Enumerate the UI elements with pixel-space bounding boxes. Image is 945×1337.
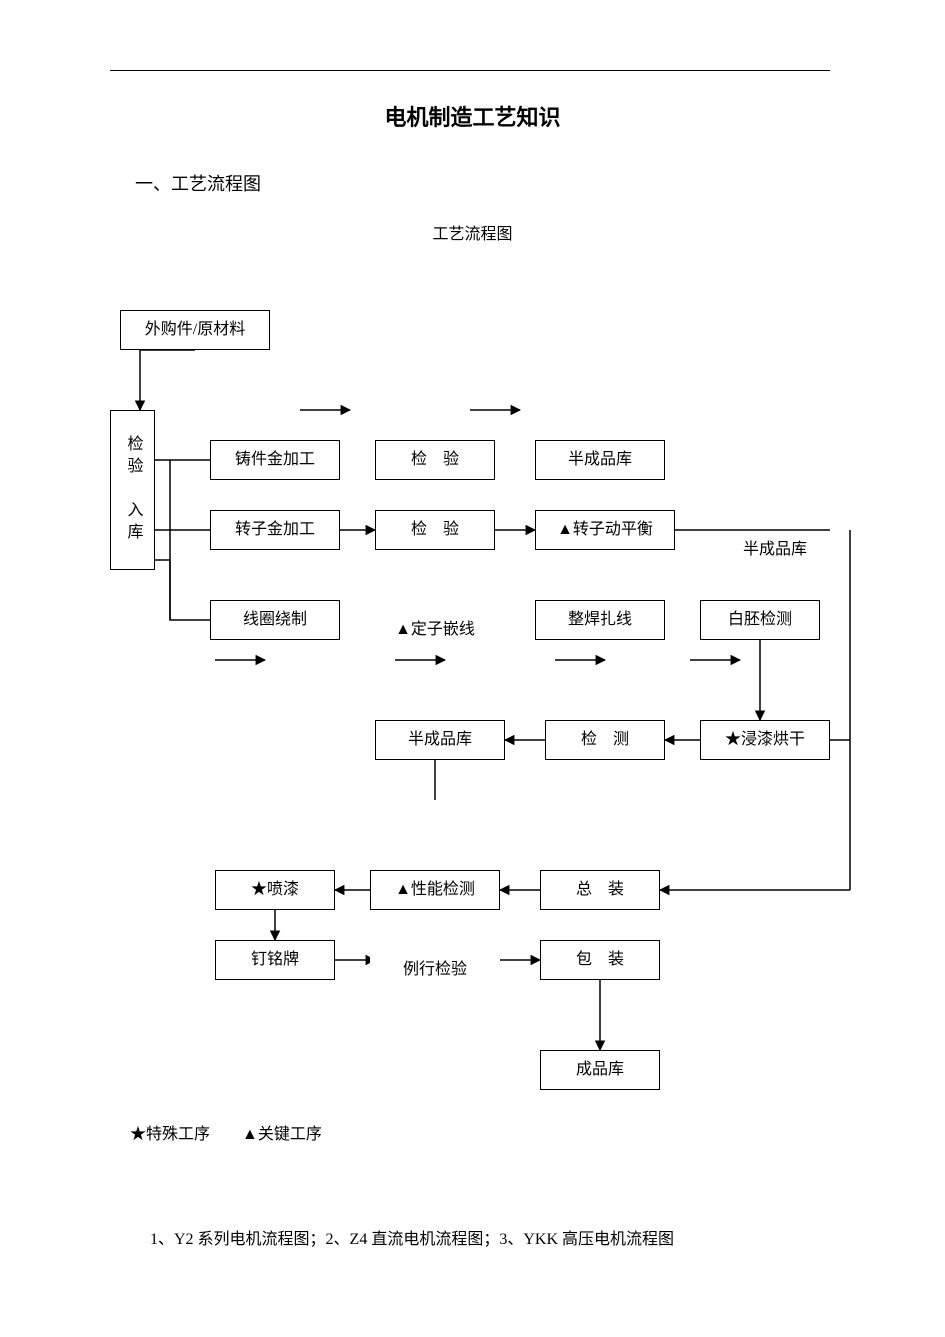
- flowchart-node: ▲性能检测: [370, 870, 500, 910]
- flowchart-node: 半成品库: [720, 535, 830, 563]
- flowchart-node: ▲转子动平衡: [535, 510, 675, 550]
- flowchart-node: 钉铭牌: [215, 940, 335, 980]
- rule-line: [110, 70, 830, 71]
- legend: ★特殊工序 ▲关键工序: [130, 1120, 322, 1144]
- flowchart-node: ★喷漆: [215, 870, 335, 910]
- flowchart-node: 半成品库: [375, 720, 505, 760]
- flowchart-node: 包 装: [540, 940, 660, 980]
- page: 电机制造工艺知识 一、工艺流程图 工艺流程图 外购件/原材料检验 入库 铸件金加工…: [0, 0, 945, 1337]
- flowchart-node: 外购件/原材料: [120, 310, 270, 350]
- flowchart-node: ▲定子嵌线: [375, 615, 495, 643]
- flowchart-node: 线圈绕制: [210, 600, 340, 640]
- flowchart-node: 白胚检测: [700, 600, 820, 640]
- subtitle: 工艺流程图: [0, 220, 945, 244]
- flowchart-node: 检 验: [375, 510, 495, 550]
- flowchart-node: 检 测: [545, 720, 665, 760]
- flowchart-node: 检验 入库: [110, 410, 155, 570]
- footer-note: 1、Y2 系列电机流程图；2、Z4 直流电机流程图；3、YKK 高压电机流程图: [150, 1225, 674, 1249]
- flowchart-node: 成品库: [540, 1050, 660, 1090]
- flowchart-node: 整焊扎线: [535, 600, 665, 640]
- flowchart-node: 转子金加工: [210, 510, 340, 550]
- page-title: 电机制造工艺知识: [0, 100, 945, 132]
- flowchart-node: 半成品库: [535, 440, 665, 480]
- flowchart-node: 铸件金加工: [210, 440, 340, 480]
- flowchart-node: 检 验: [375, 440, 495, 480]
- flowchart-node: ★浸漆烘干: [700, 720, 830, 760]
- flowchart-node: 总 装: [540, 870, 660, 910]
- section-heading: 一、工艺流程图: [135, 170, 261, 196]
- flowchart-node: 例行检验: [370, 955, 500, 983]
